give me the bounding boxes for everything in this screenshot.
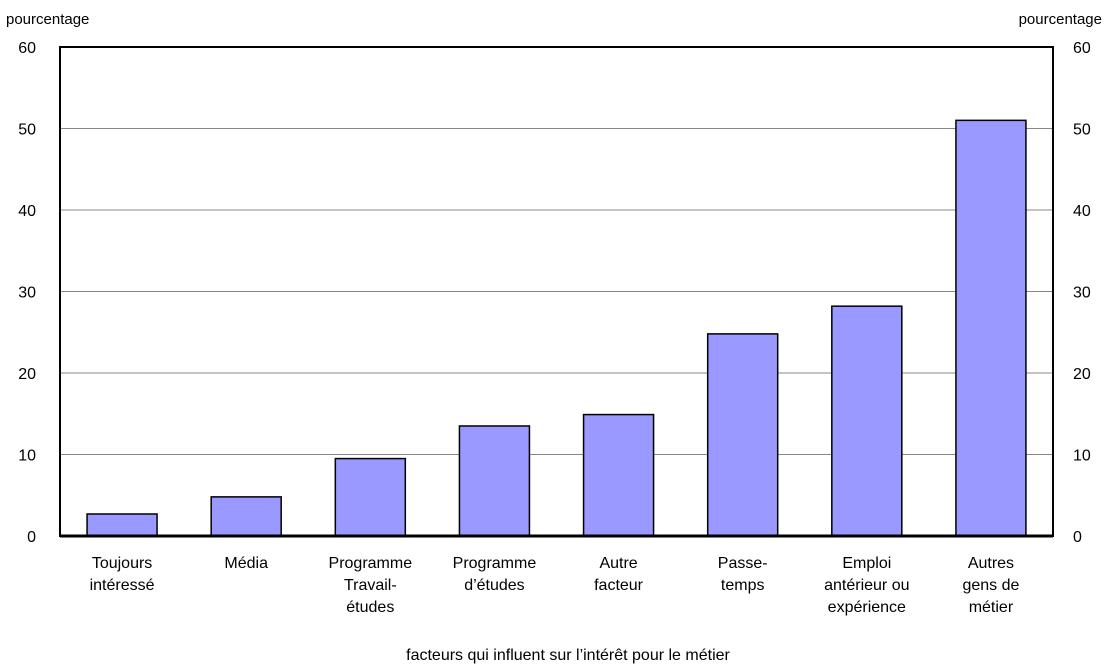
x-tick-label-line: Travail-: [344, 577, 397, 594]
x-tick-label-line: gens de: [962, 577, 1019, 594]
y-tick-label-right: 50: [1073, 122, 1091, 139]
bar: [831, 305, 903, 537]
x-tick-label-line: Autre: [599, 555, 637, 572]
x-tick-label: Emploi antérieur ou expérience: [824, 555, 909, 616]
x-tick-label-line: Programme: [329, 555, 413, 572]
x-tick-label-line: Emploi: [842, 555, 891, 572]
x-tick-label: Autres gens de métier: [962, 555, 1019, 616]
y-tick-label-right: 0: [1073, 529, 1082, 546]
x-tick-label-line: facteur: [594, 577, 644, 594]
bar: [582, 413, 655, 537]
y-tick-label-right: 20: [1073, 366, 1091, 383]
y-tick-label-right: 30: [1073, 285, 1091, 302]
y-axis-right: 0 10 20 30 40 50 60: [1073, 40, 1091, 546]
x-tick-label: Autre facteur: [594, 555, 644, 594]
y-tick-label-right: 40: [1073, 203, 1091, 220]
bar: [955, 119, 1027, 537]
x-tick-label: Programme d’études: [453, 555, 537, 594]
x-tick-label-line: antérieur ou: [824, 577, 909, 594]
x-axis-categories: Toujours intéressé Média Programme Travail-é…: [90, 555, 1020, 616]
x-tick-label: Passe-temps: [718, 555, 768, 594]
bar: [706, 333, 779, 537]
y-axis-left: 0 10 20 30 40 50 60: [18, 40, 36, 546]
y-tick-label-left: 50: [18, 122, 36, 139]
x-tick-label-line: études: [346, 599, 394, 616]
x-tick-label-line: intéressé: [90, 577, 155, 594]
x-tick-label-line: temps: [721, 577, 765, 594]
x-tick-label: Toujours intéressé: [90, 555, 155, 594]
y-tick-label-right: 10: [1073, 448, 1091, 465]
bar: [86, 513, 158, 537]
x-axis-label: facteurs qui influent sur l’intérêt pour…: [406, 647, 730, 664]
x-tick-label: Média: [224, 555, 268, 572]
x-tick-label-line: Média: [224, 555, 268, 572]
x-tick-label-line: métier: [969, 599, 1014, 616]
x-tick-label-line: Passe-: [718, 555, 768, 572]
y-tick-label-right: 60: [1073, 40, 1091, 57]
y-tick-label-left: 0: [27, 529, 36, 546]
y-axis-label-right: pourcentage: [1019, 11, 1102, 28]
bars: [86, 119, 1027, 537]
x-tick-label-line: Programme: [453, 555, 537, 572]
bar: [458, 425, 531, 537]
y-tick-label-left: 60: [18, 40, 36, 57]
x-tick-label-line: Toujours: [92, 555, 152, 572]
x-tick-label: Programme Travail-études: [329, 555, 413, 616]
gridlines: [60, 128, 1053, 455]
y-tick-label-left: 40: [18, 203, 36, 220]
y-tick-label-left: 20: [18, 366, 36, 383]
y-tick-label-left: 10: [18, 448, 36, 465]
x-tick-label-line: d’études: [464, 577, 525, 594]
bar: [334, 457, 407, 537]
x-tick-label-line: Autres: [968, 555, 1014, 572]
bar: [210, 496, 282, 537]
x-tick-label-line: expérience: [828, 599, 906, 616]
y-axis-label-left: pourcentage: [6, 11, 89, 28]
y-tick-label-left: 30: [18, 285, 36, 302]
